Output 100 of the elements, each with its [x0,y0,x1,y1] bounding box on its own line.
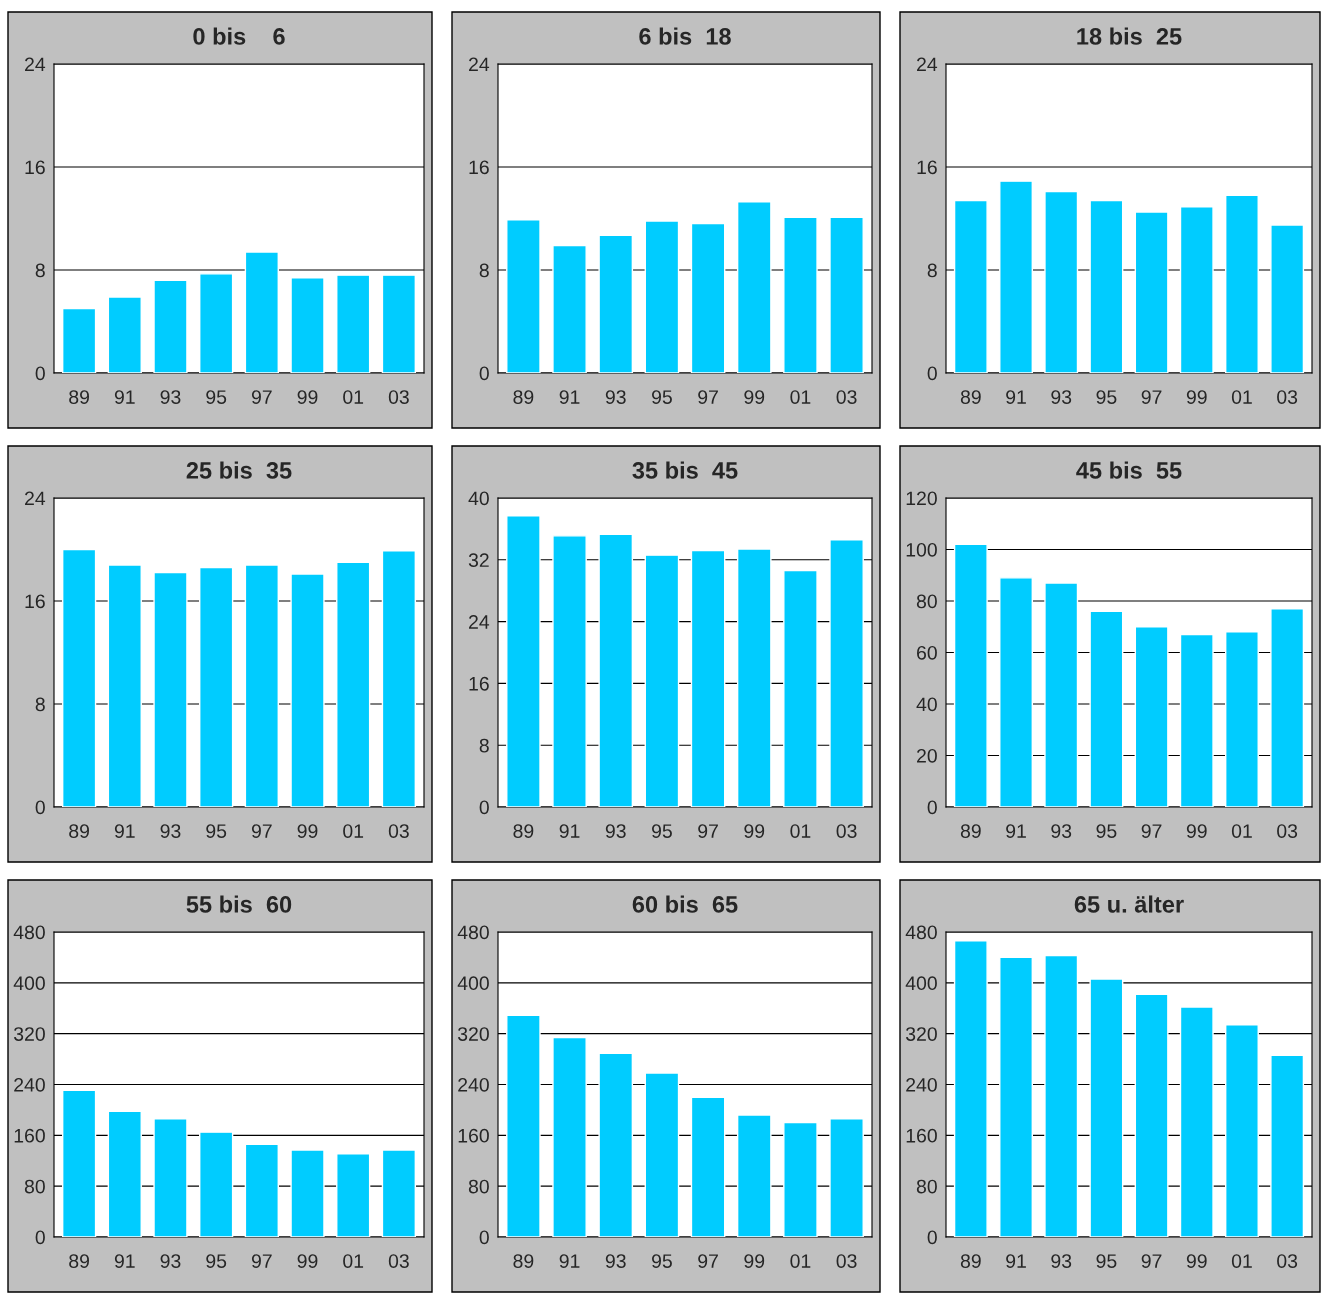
x-tick-label: 99 [744,390,765,404]
y-tick-label: 0 [35,800,45,815]
y-tick-label: 480 [457,925,489,940]
x-tick-label: 01 [1231,1254,1252,1268]
y-tick-label: 0 [927,800,937,815]
y-tick-label: 24 [469,615,490,629]
x-tick-label: 93 [1051,1254,1072,1268]
chart-title: 18 bis 25 [1077,27,1182,45]
x-tick-label: 01 [790,824,811,838]
y-tick-label: 240 [458,1077,489,1092]
chart-title: 35 bis 45 [632,461,738,479]
x-tick-label: 03 [1277,390,1298,404]
y-tick-label: 24 [469,57,490,72]
x-tick-label: 01 [343,1254,364,1268]
x-tick-label: 95 [652,1254,672,1268]
y-tick-label: 80 [468,1179,489,1194]
y-tick-label: 80 [24,1179,45,1194]
x-tick-label: 01 [790,390,811,404]
x-tick-label: 91 [114,390,135,404]
x-tick-label: 95 [206,390,227,404]
y-tick-label: 240 [14,1077,45,1092]
y-tick-label: 8 [927,263,937,278]
x-tick-label: 03 [1277,1254,1298,1268]
x-tick-label: 99 [744,824,765,838]
x-tick-label: 03 [388,824,409,838]
x-tick-label: 93 [605,824,626,838]
x-tick-label: 95 [652,824,672,838]
y-tick-label: 80 [916,594,937,609]
y-tick-label: 0 [927,366,937,381]
x-tick-label: 91 [1006,1254,1026,1268]
x-tick-label: 03 [836,1254,857,1268]
chart-title: 65 u. älter [1074,895,1184,913]
y-tick-label: 24 [25,57,46,72]
x-tick-label: 91 [559,390,580,404]
x-tick-label: 91 [114,824,135,838]
y-tick-label: 480 [13,925,45,940]
x-tick-label: 93 [160,1254,181,1268]
x-tick-label: 97 [251,390,272,404]
y-tick-label: 8 [479,738,489,753]
x-tick-label: 89 [960,1254,981,1268]
y-tick-label: 8 [479,263,489,278]
x-tick-label: 93 [605,1254,626,1268]
x-tick-label: 01 [343,390,364,404]
y-tick-label: 8 [35,263,45,278]
y-tick-label: 32 [468,553,489,568]
x-tick-label: 03 [388,390,409,404]
x-tick-label: 03 [1277,824,1298,838]
x-tick-label: 97 [1141,390,1162,404]
x-tick-label: 01 [1231,390,1252,404]
chart-title: 45 bis 55 [1076,461,1182,479]
x-tick-label: 95 [206,1254,227,1268]
x-tick-label: 99 [297,390,318,404]
y-tick-label: 160 [458,1128,489,1143]
y-tick-label: 40 [916,697,937,712]
y-tick-label: 240 [906,1077,937,1092]
chart-title: 25 bis 35 [186,461,292,479]
y-tick-label: 100 [906,542,937,557]
y-tick-label: 0 [479,800,489,815]
y-tick-label: 320 [905,1027,937,1041]
y-tick-label: 0 [479,1230,489,1245]
y-tick-label: 0 [479,366,489,381]
chart-title: 60 bis 65 [632,895,738,913]
x-tick-label: 99 [297,1254,318,1268]
chart-title: 0 bis 6 [193,27,285,45]
y-tick-label: 16 [25,160,45,175]
y-tick-label: 40 [468,491,489,506]
x-tick-label: 97 [1141,824,1162,838]
x-tick-label: 01 [1231,824,1252,838]
x-tick-label: 99 [1186,824,1207,838]
x-tick-label: 95 [652,390,672,404]
y-tick-label: 320 [13,1027,45,1041]
x-tick-label: 01 [343,824,364,838]
x-tick-label: 91 [559,1254,580,1268]
x-tick-label: 91 [1006,390,1026,404]
x-tick-label: 97 [251,1254,272,1268]
y-tick-label: 400 [457,976,489,991]
x-tick-label: 89 [69,390,90,404]
x-tick-label: 89 [513,390,534,404]
x-tick-label: 89 [69,1254,90,1268]
x-tick-label: 95 [1096,390,1117,404]
chart-title: 6 bis 18 [639,27,731,45]
x-tick-label: 99 [744,1254,765,1268]
x-tick-label: 99 [1186,1254,1207,1268]
y-tick-label: 0 [35,366,45,381]
x-tick-label: 89 [513,824,534,838]
y-tick-label: 120 [906,491,937,506]
y-tick-label: 16 [25,594,45,609]
y-tick-label: 480 [905,925,937,940]
x-tick-label: 89 [960,390,981,404]
x-tick-label: 89 [69,824,90,838]
x-tick-label: 97 [1141,1254,1162,1268]
chart-title: 55 bis 60 [186,895,292,913]
x-tick-label: 93 [160,824,181,838]
x-tick-label: 97 [251,824,272,838]
x-tick-label: 97 [698,824,718,838]
y-tick-label: 0 [927,1230,937,1245]
x-tick-label: 93 [605,390,626,404]
x-tick-label: 95 [1096,1254,1117,1268]
y-tick-label: 8 [35,697,45,712]
y-tick-label: 16 [469,160,489,175]
